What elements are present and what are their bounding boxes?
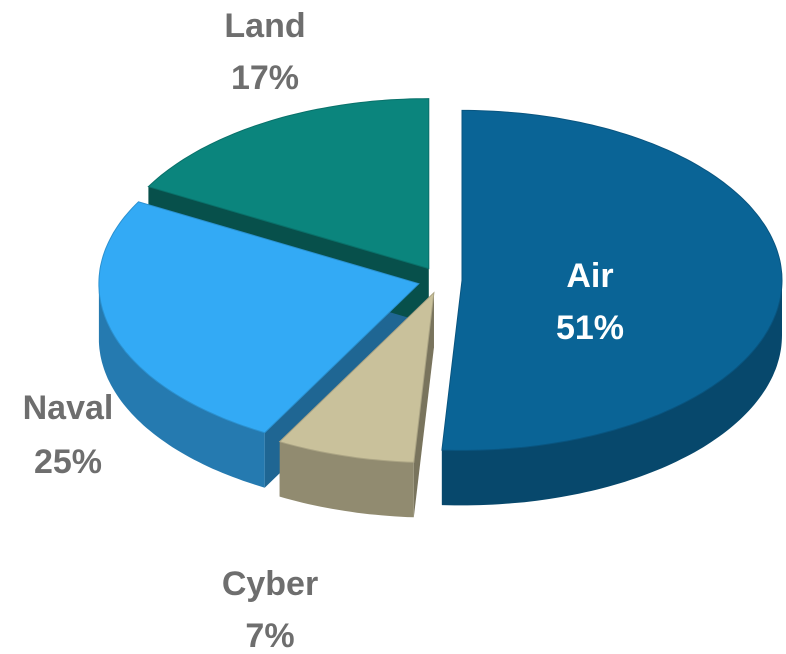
slice-label: Naval (23, 389, 114, 427)
slice (441, 109, 783, 451)
slice-label: Air (566, 257, 613, 295)
slice-label: Cyber (222, 565, 318, 603)
value-label: 51% (556, 309, 624, 347)
value-label: 17% (231, 59, 299, 97)
value-label: 7% (245, 617, 294, 654)
slice-side (441, 280, 782, 506)
slice (98, 201, 420, 434)
slice (278, 291, 435, 463)
slice (147, 98, 430, 270)
slice-label: Land (224, 7, 305, 45)
value-label: 25% (34, 443, 102, 481)
slice-side (98, 283, 265, 488)
